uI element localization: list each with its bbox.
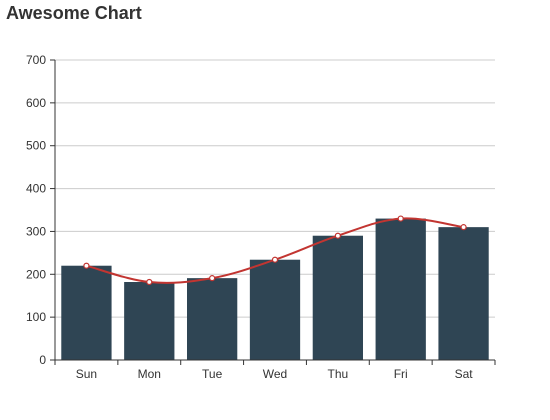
x-tick-label-sun: Sun bbox=[76, 367, 97, 381]
y-tick-label-300: 300 bbox=[26, 224, 46, 238]
axes bbox=[50, 59, 496, 365]
y-tick-label-200: 200 bbox=[26, 267, 46, 281]
x-tick-label-fri: Fri bbox=[394, 367, 408, 381]
line-point-sat bbox=[460, 224, 467, 231]
x-tick-label-tue: Tue bbox=[202, 367, 223, 381]
x-tick-label-thu: Thu bbox=[328, 367, 349, 381]
line-point-tue bbox=[209, 275, 216, 282]
line-series bbox=[83, 215, 467, 286]
y-tick-label-100: 100 bbox=[26, 310, 46, 324]
x-tick-label-wed: Wed bbox=[263, 367, 287, 381]
line-point-sun bbox=[83, 262, 90, 269]
bar-thu bbox=[312, 235, 363, 360]
bar-wed bbox=[249, 259, 301, 360]
bar-series bbox=[61, 218, 489, 360]
y-tick-label-500: 500 bbox=[26, 139, 46, 153]
bar-sat bbox=[438, 227, 489, 360]
line-point-thu bbox=[334, 232, 341, 239]
y-tick-label-0: 0 bbox=[39, 353, 46, 367]
y-tick-label-600: 600 bbox=[26, 96, 46, 110]
chart-title: Awesome Chart bbox=[6, 3, 142, 23]
x-tick-label-sat: Sat bbox=[455, 367, 474, 381]
line-point-mon bbox=[146, 278, 153, 286]
bar-sun bbox=[61, 265, 112, 360]
x-tick-labels: Sun Mon Tue Wed Thu Fri Sat bbox=[76, 367, 473, 381]
bar-tue bbox=[187, 278, 238, 360]
y-tick-labels: 0 100 200 300 400 500 600 700 bbox=[26, 53, 46, 367]
y-tick-label-700: 700 bbox=[26, 53, 46, 67]
line-point-wed bbox=[271, 256, 279, 263]
y-tick-label-400: 400 bbox=[26, 182, 46, 196]
x-tick-label-mon: Mon bbox=[138, 367, 161, 381]
bar-fri bbox=[375, 218, 426, 360]
line-point-fri bbox=[397, 215, 404, 222]
bar-mon bbox=[124, 282, 175, 360]
